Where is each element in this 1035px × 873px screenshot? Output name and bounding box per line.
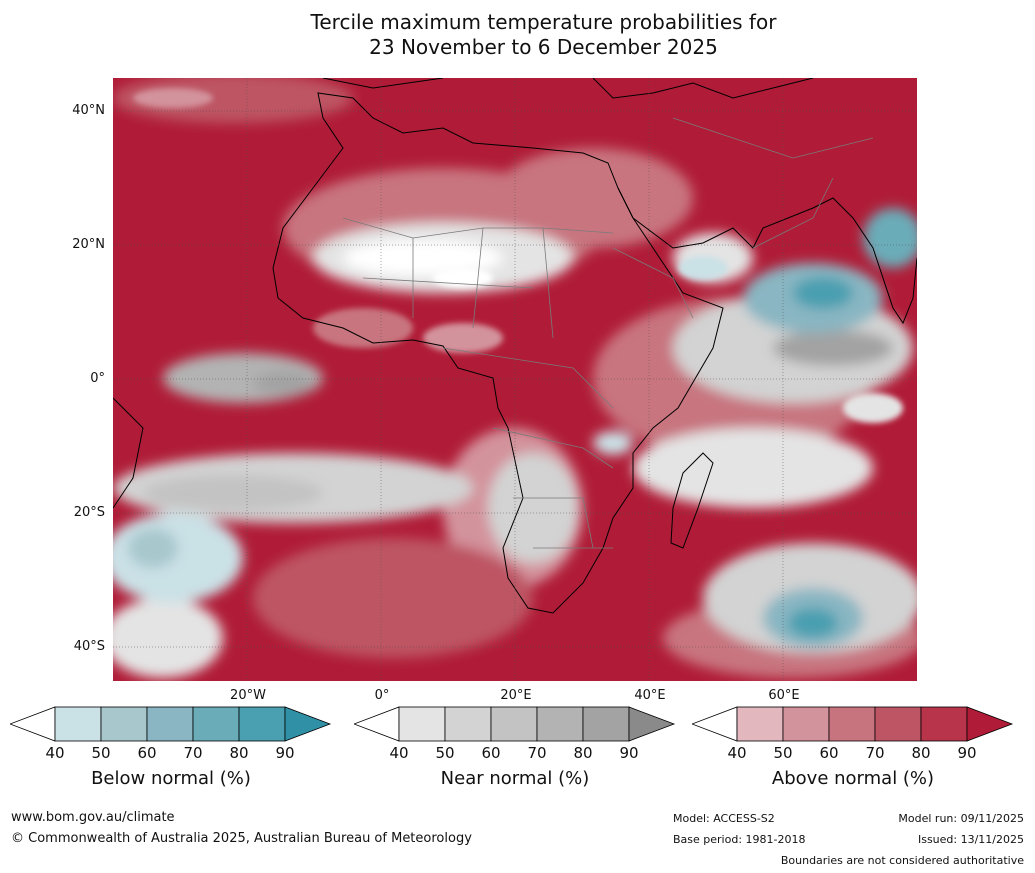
colorbar-label-near: Near normal (%) — [440, 768, 590, 789]
lat-label-40n: 40°N — [72, 103, 105, 118]
colorbar-segment — [920, 706, 968, 742]
title-line-1: Tercile maximum temperature probabilitie… — [310, 10, 777, 34]
colorbar-segment — [828, 706, 876, 742]
colorbar-segment — [192, 706, 240, 742]
colorbar-segment — [146, 706, 194, 742]
colorbar-tick-label: 80 — [911, 744, 931, 762]
lon-label-60e: 60°E — [768, 688, 800, 703]
probability-fields — [113, 78, 917, 678]
colorbar-tick-label: 50 — [91, 744, 111, 762]
graticule — [113, 78, 917, 681]
title-line-2: 23 November to 6 December 2025 — [369, 35, 718, 59]
lat-label-20s: 20°S — [73, 505, 105, 520]
colorbar-segment — [54, 706, 102, 742]
colorbar-arrow-high — [628, 706, 676, 742]
colorbar-tick-label: 90 — [275, 744, 295, 762]
lat-label-40s: 40°S — [73, 639, 105, 654]
footer-website: www.bom.gov.au/climate — [11, 810, 175, 825]
probability-detail — [133, 88, 903, 423]
lat-label-equator: 0° — [90, 371, 105, 386]
colorbar-arrow-low — [354, 706, 400, 742]
colorbar-tick-label: 90 — [957, 744, 977, 762]
colorbar-segment — [536, 706, 584, 742]
footer-copyright: © Commonwealth of Australia 2025, Austra… — [11, 831, 472, 846]
lat-label-20n: 20°N — [72, 237, 105, 252]
colorbar-label-below: Below normal (%) — [91, 768, 251, 789]
lon-label-40e: 40°E — [634, 688, 666, 703]
colorbar-tick-label: 80 — [573, 744, 593, 762]
colorbar-tick-label: 40 — [727, 744, 747, 762]
colorbar-tick-label: 90 — [619, 744, 639, 762]
colorbar-arrow-low — [692, 706, 738, 742]
colorbar-segment — [490, 706, 538, 742]
colorbar-tick-label: 50 — [435, 744, 455, 762]
footer-issued: Issued: 13/11/2025 — [917, 833, 1024, 846]
colorbar-arrow-high — [284, 706, 332, 742]
colorbar-segment — [782, 706, 830, 742]
colorbar-tick-label: 60 — [137, 744, 157, 762]
chart-title: Tercile maximum temperature probabilitie… — [0, 10, 1035, 60]
colorbar-tick-label: 70 — [865, 744, 885, 762]
lon-label-0: 0° — [374, 688, 390, 703]
colorbar-tick-label: 50 — [773, 744, 793, 762]
country-borders — [342, 117, 874, 549]
colorbar-tick-label: 40 — [389, 744, 409, 762]
colorbar-segment — [398, 706, 446, 742]
colorbar-tick-label: 70 — [183, 744, 203, 762]
footer-model-run: Model run: 09/11/2025 — [898, 812, 1024, 825]
probability-map — [113, 78, 917, 681]
footer-base-period: Base period: 1981-2018 — [673, 833, 806, 846]
lon-label-20e: 20°E — [500, 688, 532, 703]
colorbar-label-above: Above normal (%) — [771, 768, 935, 789]
colorbar-below-normal — [10, 706, 332, 742]
colorbar-arrow-low — [10, 706, 56, 742]
colorbar-tick-label: 40 — [45, 744, 65, 762]
lon-label-20w: 20°W — [230, 688, 266, 703]
colorbar-near-normal — [354, 706, 676, 742]
colorbar-arrow-high — [966, 706, 1014, 742]
colorbar-segment — [100, 706, 148, 742]
colorbar-segment — [736, 706, 784, 742]
colorbar-segment — [444, 706, 492, 742]
colorbar-tick-label: 70 — [527, 744, 547, 762]
colorbar-tick-label: 60 — [481, 744, 501, 762]
map-canvas — [113, 78, 917, 681]
coastlines — [113, 78, 917, 614]
colorbar-segment — [238, 706, 286, 742]
colorbar-tick-label: 60 — [819, 744, 839, 762]
footer-disclaimer: Boundaries are not considered authoritat… — [780, 854, 1024, 867]
colorbar-tick-label: 80 — [229, 744, 249, 762]
colorbar-segment — [582, 706, 630, 742]
colorbar-above-normal — [692, 706, 1014, 742]
footer-model: Model: ACCESS-S2 — [673, 812, 775, 825]
colorbar-segment — [874, 706, 922, 742]
